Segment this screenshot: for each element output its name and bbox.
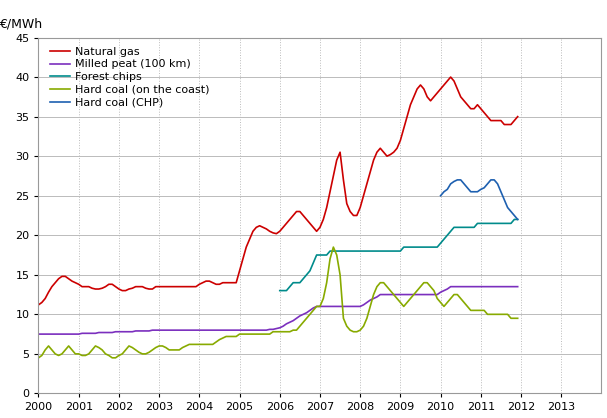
Hard coal (CHP) bbox=[504, 205, 511, 210]
Text: €/MWh: €/MWh bbox=[0, 18, 42, 31]
Hard coal (CHP) bbox=[494, 181, 501, 186]
Hard coal (CHP) bbox=[481, 185, 488, 190]
Hard coal (CHP) bbox=[501, 197, 508, 202]
Line: Forest chips: Forest chips bbox=[280, 219, 518, 291]
Natural gas bbox=[182, 284, 189, 289]
Milled peat (100 km) bbox=[105, 330, 112, 335]
Hard coal (CHP) bbox=[450, 179, 458, 184]
Milled peat (100 km) bbox=[69, 331, 76, 336]
Forest chips bbox=[510, 217, 518, 222]
Hard coal (CHP) bbox=[461, 181, 468, 186]
Hard coal (CHP) bbox=[484, 181, 491, 186]
Line: Hard coal (CHP): Hard coal (CHP) bbox=[441, 180, 518, 219]
Hard coal (on the coast) bbox=[182, 344, 189, 349]
Forest chips bbox=[310, 260, 317, 265]
Hard coal (on the coast) bbox=[430, 288, 438, 293]
Hard coal (on the coast) bbox=[35, 355, 42, 360]
Forest chips bbox=[514, 217, 521, 222]
Hard coal (CHP) bbox=[477, 187, 484, 192]
Forest chips bbox=[333, 249, 341, 254]
Forest chips bbox=[276, 288, 283, 293]
Hard coal (on the coast) bbox=[514, 316, 521, 321]
Hard coal (CHP) bbox=[467, 189, 475, 194]
Line: Natural gas: Natural gas bbox=[38, 77, 518, 305]
Forest chips bbox=[427, 245, 434, 250]
Hard coal (on the coast) bbox=[69, 347, 76, 352]
Milled peat (100 km) bbox=[182, 328, 189, 333]
Hard coal (CHP) bbox=[453, 177, 461, 182]
Natural gas bbox=[447, 74, 454, 79]
Hard coal (CHP) bbox=[437, 193, 444, 198]
Forest chips bbox=[410, 245, 418, 250]
Hard coal (CHP) bbox=[497, 189, 504, 194]
Natural gas bbox=[69, 279, 76, 284]
Milled peat (100 km) bbox=[376, 292, 384, 297]
Milled peat (100 km) bbox=[420, 292, 427, 297]
Hard coal (on the coast) bbox=[424, 280, 431, 285]
Hard coal (CHP) bbox=[514, 217, 521, 222]
Milled peat (100 km) bbox=[35, 331, 42, 336]
Hard coal (CHP) bbox=[464, 185, 471, 190]
Hard coal (CHP) bbox=[507, 209, 515, 214]
Legend: Natural gas, Milled peat (100 km), Forest chips, Hard coal (on the coast), Hard : Natural gas, Milled peat (100 km), Fores… bbox=[50, 47, 210, 108]
Line: Milled peat (100 km): Milled peat (100 km) bbox=[38, 287, 518, 334]
Hard coal (on the coast) bbox=[330, 245, 337, 250]
Natural gas bbox=[427, 98, 434, 103]
Natural gas bbox=[35, 302, 42, 307]
Hard coal (CHP) bbox=[457, 177, 464, 182]
Forest chips bbox=[437, 241, 444, 246]
Hard coal (on the coast) bbox=[105, 353, 112, 358]
Natural gas bbox=[420, 87, 427, 92]
Natural gas bbox=[514, 114, 521, 119]
Hard coal (CHP) bbox=[487, 177, 495, 182]
Natural gas bbox=[376, 146, 384, 151]
Line: Hard coal (on the coast): Hard coal (on the coast) bbox=[38, 247, 518, 358]
Hard coal (on the coast) bbox=[380, 280, 387, 285]
Natural gas bbox=[105, 282, 112, 287]
Hard coal (CHP) bbox=[470, 189, 478, 194]
Hard coal (CHP) bbox=[474, 189, 481, 194]
Hard coal (CHP) bbox=[510, 213, 518, 218]
Milled peat (100 km) bbox=[447, 284, 454, 289]
Hard coal (CHP) bbox=[440, 189, 447, 194]
Milled peat (100 km) bbox=[427, 292, 434, 297]
Hard coal (CHP) bbox=[490, 177, 498, 182]
Milled peat (100 km) bbox=[514, 284, 521, 289]
Forest chips bbox=[356, 249, 364, 254]
Hard coal (CHP) bbox=[447, 181, 454, 186]
Hard coal (CHP) bbox=[444, 187, 451, 192]
